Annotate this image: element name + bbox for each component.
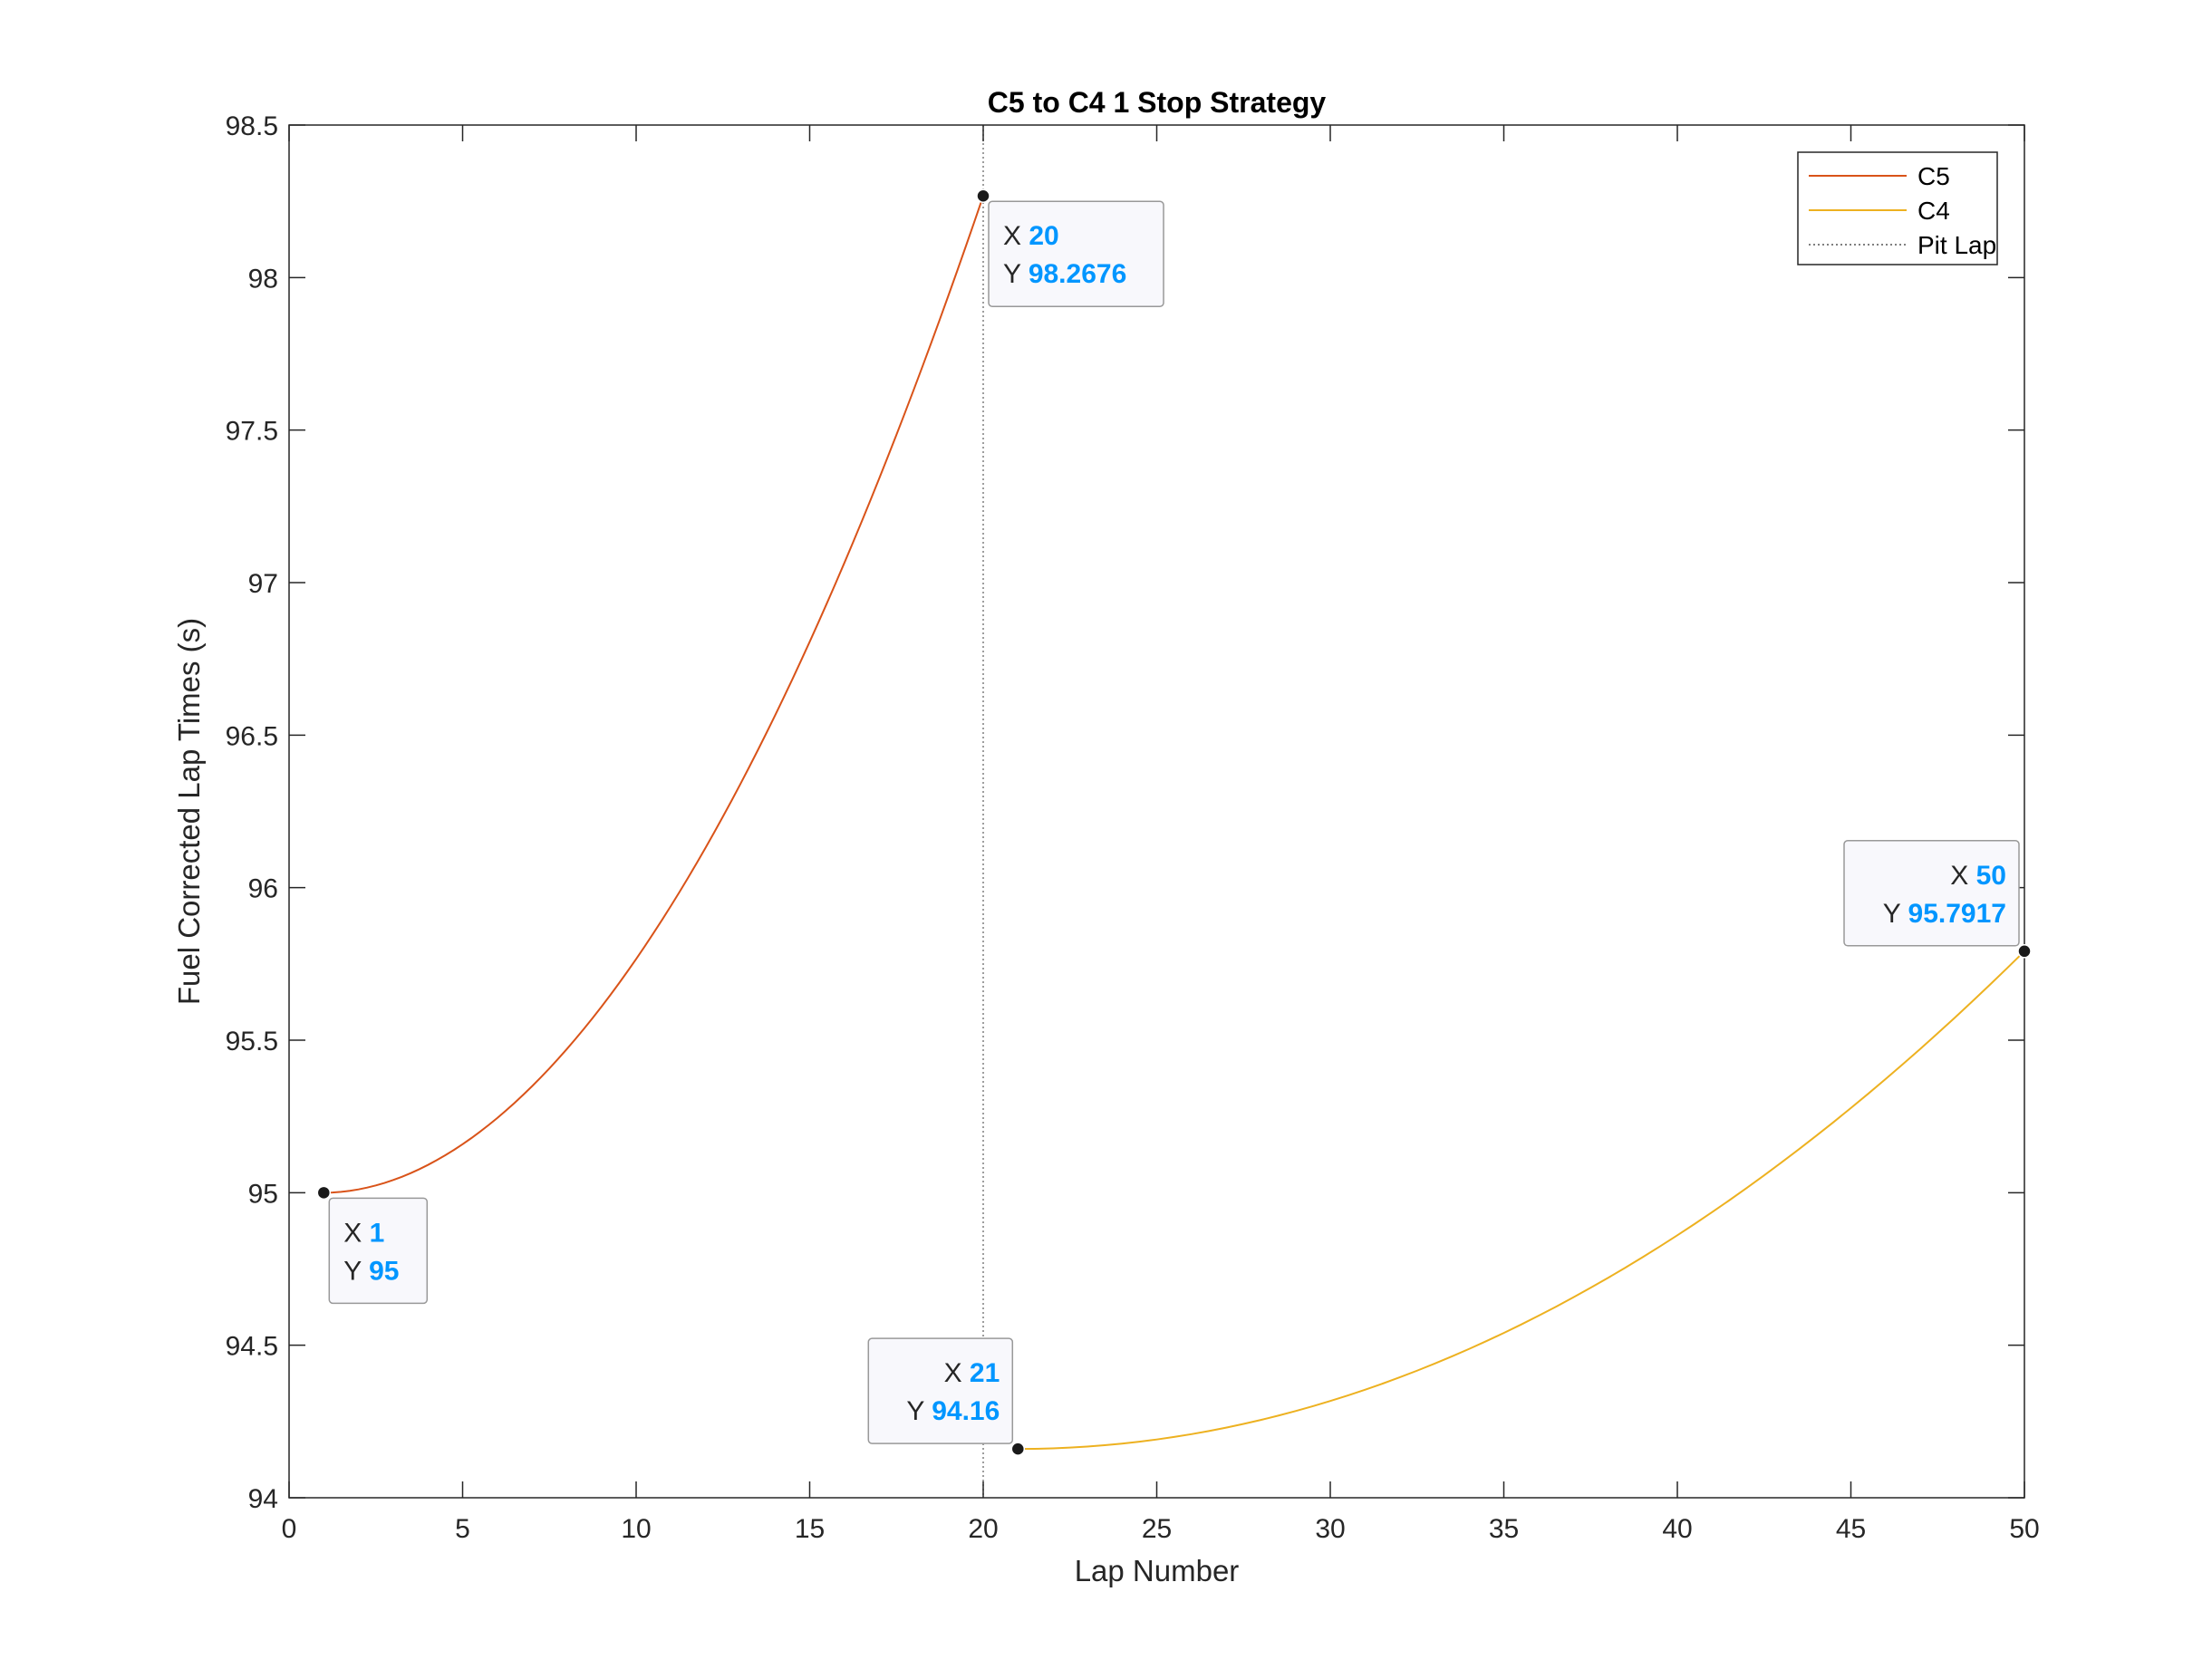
y-tick-label: 96.5 <box>226 721 278 751</box>
x-tick-label: 50 <box>2009 1514 2039 1544</box>
y-tick-label: 98.5 <box>226 111 278 141</box>
plot-area <box>289 125 2024 1498</box>
x-tick-label: 15 <box>795 1514 825 1544</box>
x-tick-label: 35 <box>1489 1514 1519 1544</box>
datatip-x-row: X 50 <box>1950 861 2006 891</box>
x-tick-label: 0 <box>282 1514 297 1544</box>
datatip-x-row: X 1 <box>343 1218 384 1248</box>
legend-box <box>1797 151 1998 265</box>
y-tick-label: 95.5 <box>226 1027 278 1056</box>
datatip-y-row: Y 94.16 <box>906 1396 1000 1426</box>
chart-title: C5 to C4 1 Stop Strategy <box>988 86 1327 119</box>
y-tick-label: 95 <box>248 1179 278 1209</box>
x-tick-label: 45 <box>1836 1514 1866 1544</box>
x-axis-label: Lap Number <box>1075 1554 1240 1587</box>
datatip-y-label: Y <box>1003 259 1029 289</box>
y-tick-label: 94 <box>248 1484 278 1514</box>
datatip-x-value: 50 <box>1976 861 2006 891</box>
y-tick-label: 94.5 <box>226 1332 278 1362</box>
datatip-box <box>867 1337 1014 1444</box>
datatip-marker <box>2017 944 2032 959</box>
datatip-y-value: 94.16 <box>932 1396 1000 1426</box>
datatip-y-row: Y 95 <box>343 1256 399 1286</box>
datatip-marker <box>1010 1442 1026 1456</box>
datatip-y-value: 95.7917 <box>1908 899 2006 929</box>
datatip-y-label: Y <box>1883 899 1908 929</box>
datatip-box <box>328 1197 429 1305</box>
datatip-y-row: Y 98.2676 <box>1003 259 1126 289</box>
x-tick-label: 10 <box>621 1514 651 1544</box>
datatip-marker <box>316 1185 332 1201</box>
legend-label: Pit Lap <box>1917 231 1996 259</box>
x-tick-label: 30 <box>1315 1514 1345 1544</box>
datatip-x-row: X 21 <box>944 1358 1000 1388</box>
datatip-y-label: Y <box>906 1396 932 1426</box>
datatip-x-label: X <box>944 1358 970 1388</box>
y-tick-label: 97 <box>248 569 278 599</box>
y-tick-label: 96 <box>248 874 278 904</box>
series-line-c4 <box>1018 950 2025 1451</box>
y-tick-label: 97.5 <box>226 417 278 447</box>
datatip-x-label: X <box>1950 861 1975 891</box>
datatip-marker <box>976 188 990 203</box>
datatip-x-row: X 20 <box>1003 221 1059 251</box>
x-tick-label: 25 <box>1142 1514 1172 1544</box>
datatip-x-label: X <box>343 1218 369 1248</box>
datatip-y-row: Y 95.7917 <box>1883 899 2006 929</box>
series-line-c5 <box>324 195 984 1194</box>
legend-label: C5 <box>1917 162 1950 190</box>
datatip-box <box>1843 840 2020 947</box>
datatip-y-value: 95 <box>369 1256 399 1286</box>
legend-label: C4 <box>1917 197 1950 225</box>
datatip-x-value: 21 <box>970 1358 1000 1388</box>
datatip-x-label: X <box>1003 221 1029 251</box>
datatip-x-value: 20 <box>1029 221 1058 251</box>
datatip-y-label: Y <box>343 1256 369 1286</box>
datatip-x-value: 1 <box>370 1218 385 1248</box>
datatip-y-value: 98.2676 <box>1029 259 1126 289</box>
y-axis-label: Fuel Corrected Lap Times (s) <box>172 618 206 1005</box>
y-tick-label: 98 <box>248 264 278 294</box>
x-tick-label: 40 <box>1662 1514 1692 1544</box>
datatip-box <box>988 200 1164 307</box>
x-tick-label: 5 <box>455 1514 470 1544</box>
x-tick-label: 20 <box>968 1514 998 1544</box>
